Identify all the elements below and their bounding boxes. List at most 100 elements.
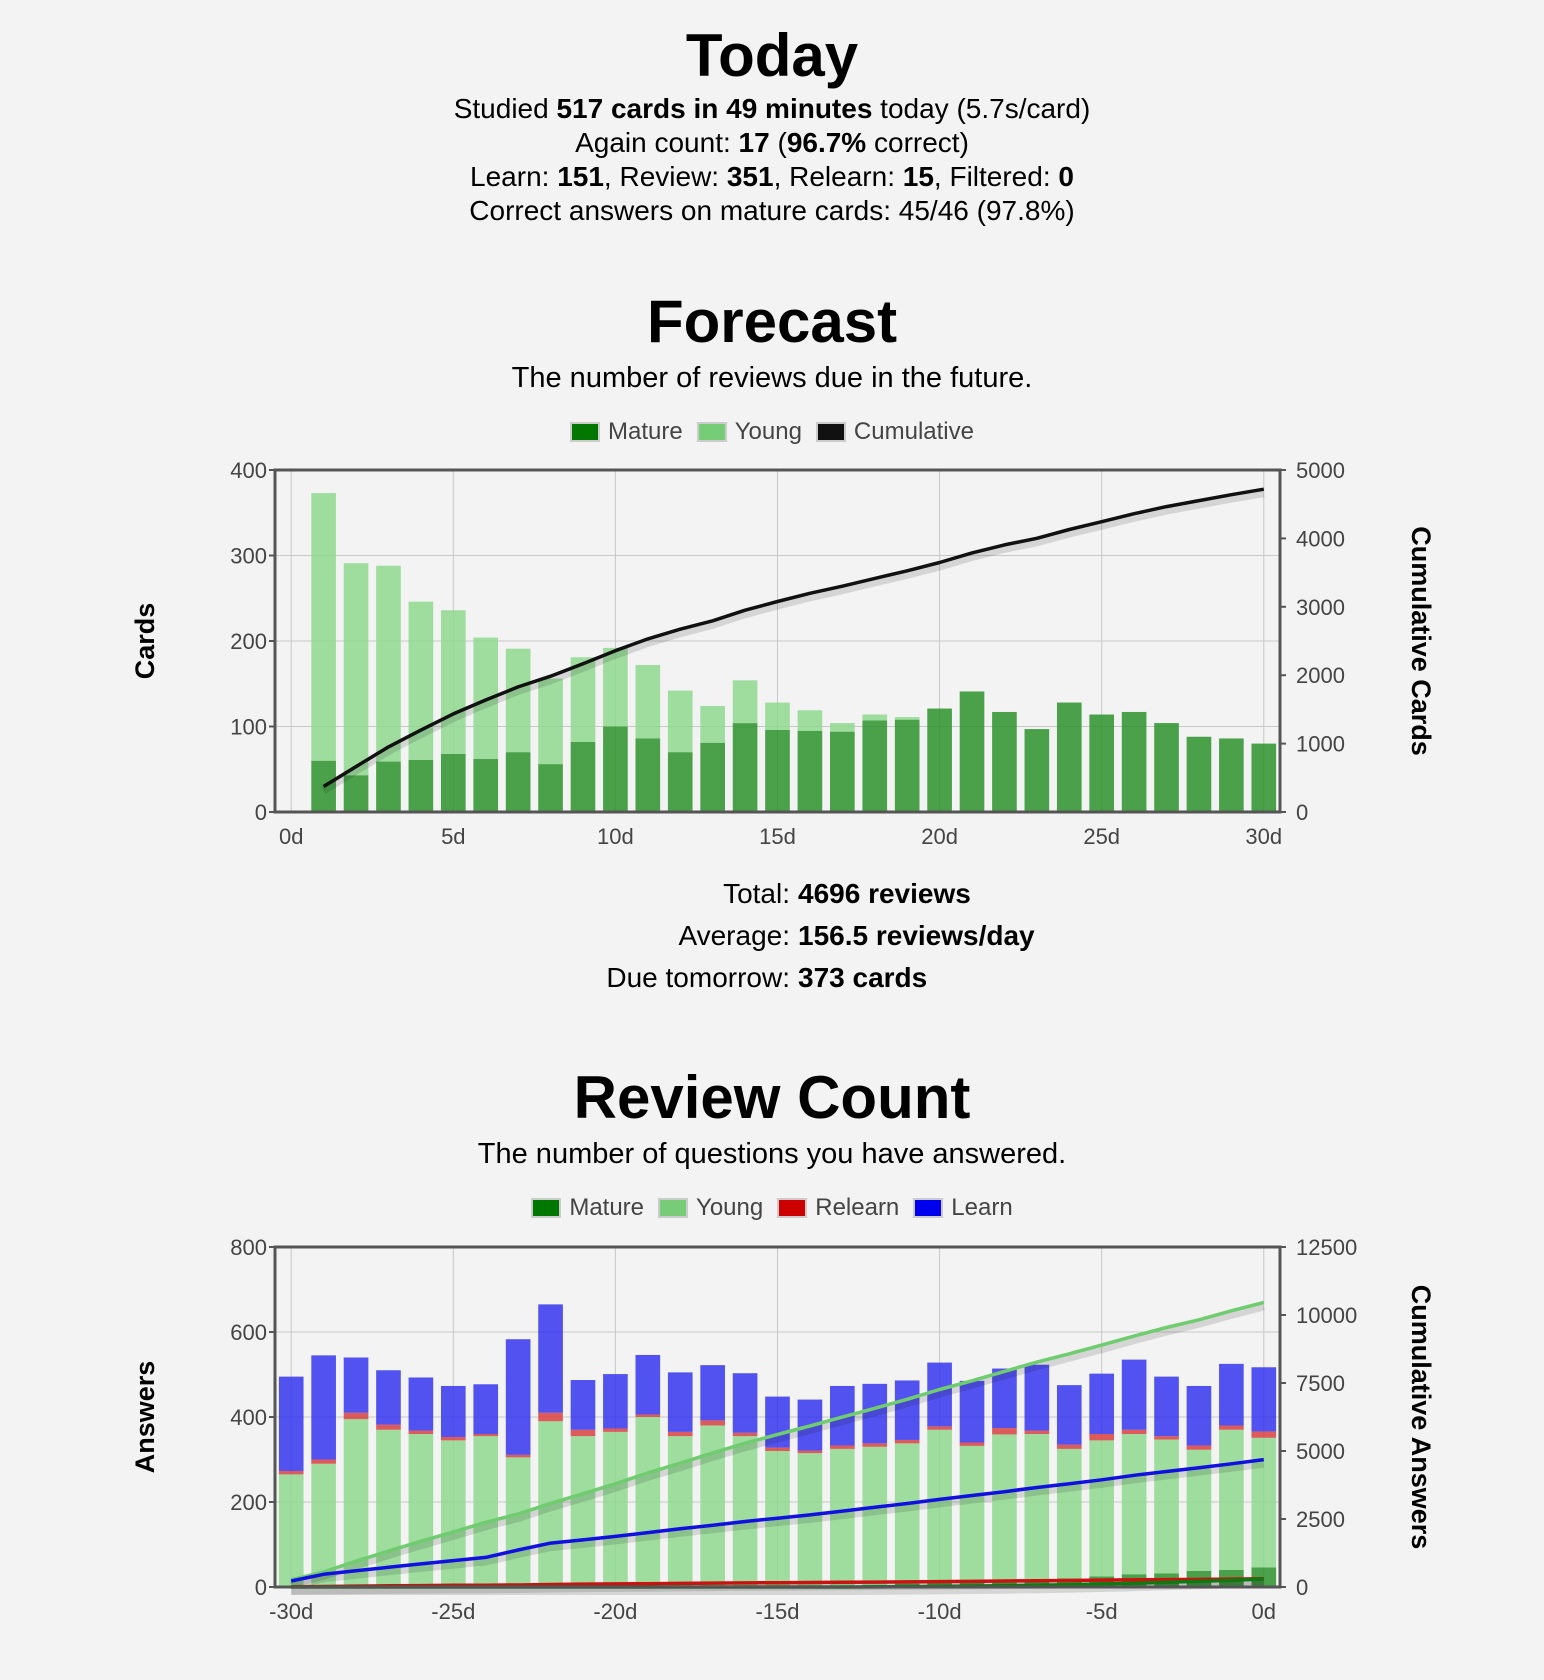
bar-learn	[1251, 1367, 1277, 1432]
studied-label: Studied	[453, 93, 557, 124]
y2-tick-label: 5000	[1296, 1439, 1345, 1464]
y-tick-label: 100	[230, 715, 267, 740]
bar-relearn	[667, 1431, 693, 1437]
again-value: 17	[738, 127, 770, 158]
y2-tick-label: 2500	[1296, 1507, 1345, 1532]
y2-tick-label: 12500	[1296, 1235, 1357, 1260]
forecast-legend-item[interactable]: Mature	[570, 418, 683, 446]
forecast-legend-swatch	[696, 422, 727, 442]
learn-value: 151	[557, 161, 604, 192]
x-tick-label: 15d	[759, 824, 796, 849]
bar-learn	[505, 1339, 531, 1455]
review-legend-swatch	[913, 1198, 944, 1218]
forecast-legend-item[interactable]: Young	[696, 418, 802, 446]
review-value: 351	[726, 161, 774, 192]
again-sep: (	[769, 127, 787, 158]
bar-mature	[700, 742, 725, 812]
bar-young	[830, 723, 855, 732]
bar-mature	[376, 761, 401, 812]
forecast-legend-label: Young	[734, 418, 802, 445]
bar-young	[278, 1474, 304, 1587]
bar-young	[570, 657, 596, 742]
review-count-header: Review Count The number of questions you…	[0, 1068, 1544, 1171]
forecast-stat-label: Average:	[678, 920, 790, 951]
bar-relearn	[1186, 1445, 1212, 1450]
bar-mature	[765, 729, 790, 812]
bar-young	[1121, 1434, 1147, 1575]
bar-learn	[667, 1372, 693, 1432]
bar-learn	[1024, 1364, 1050, 1431]
bar-learn	[343, 1357, 369, 1413]
review-legend-swatch	[531, 1198, 562, 1218]
bar-learn	[1089, 1373, 1115, 1434]
bar-learn	[473, 1384, 499, 1434]
forecast-title: Forecast	[646, 288, 898, 355]
review-label: , Review:	[603, 161, 727, 192]
line-cumulative	[322, 487, 1265, 788]
today-title: Today	[685, 22, 859, 89]
bar-relearn	[311, 1459, 336, 1464]
bar-mature	[732, 723, 758, 812]
bar-mature	[992, 711, 1017, 812]
line-learn	[290, 1457, 1265, 1583]
bar-young	[894, 717, 920, 720]
bar-learn	[1121, 1359, 1147, 1430]
bar-learn	[700, 1365, 725, 1421]
y2-tick-label: 3000	[1296, 595, 1345, 620]
bar-young	[1219, 1429, 1244, 1570]
review-legend-label: Mature	[569, 1194, 645, 1221]
bar-young	[311, 1463, 336, 1587]
review-legend-item[interactable]: Young	[658, 1194, 763, 1222]
bar-mature	[635, 738, 661, 812]
bar-young	[603, 647, 628, 727]
bar-young	[473, 1436, 499, 1587]
bar-learn	[927, 1362, 952, 1427]
bar-relearn	[1056, 1444, 1082, 1449]
bar-mature	[570, 741, 596, 812]
review-legend-label: Relearn	[815, 1194, 900, 1221]
bar-learn	[440, 1385, 466, 1437]
bar-young	[862, 1446, 888, 1585]
bar-young	[376, 565, 401, 762]
y2-tick-label: 2000	[1296, 663, 1345, 688]
bar-young	[862, 714, 888, 721]
review-legend-item[interactable]: Mature	[531, 1194, 644, 1222]
bar-young	[505, 1457, 531, 1587]
review-legend-item[interactable]: Learn	[913, 1194, 1013, 1222]
bar-relearn	[440, 1436, 466, 1441]
bar-mature	[862, 720, 888, 812]
y2-tick-label: 1000	[1296, 732, 1345, 757]
y-tick-label: 600	[230, 1320, 267, 1345]
bar-learn	[376, 1370, 401, 1425]
review-legend-swatch	[658, 1198, 689, 1218]
y-tick-label: 200	[230, 629, 267, 654]
bar-mature	[505, 752, 531, 812]
bar-young	[1089, 1440, 1115, 1577]
bar-young	[440, 610, 466, 754]
line-young	[290, 1300, 1265, 1582]
y2-tick-label: 5000	[1296, 458, 1345, 483]
today-studied-line: Studied 517 cards in 49 minutes today (5…	[0, 92, 1544, 126]
bar-relearn	[1251, 1431, 1277, 1438]
bar-relearn	[538, 1412, 563, 1422]
y-tick-label: 0	[255, 800, 267, 825]
x-tick-label: 30d	[1245, 824, 1282, 849]
bar-young	[1056, 1448, 1082, 1579]
bar-learn	[992, 1368, 1017, 1429]
bar-relearn	[959, 1442, 985, 1446]
x-tick-label: 0d	[279, 824, 303, 849]
x-tick-label: -25d	[431, 1599, 475, 1624]
y-tick-label: 0	[255, 1575, 267, 1600]
again-label: Again count:	[575, 127, 739, 158]
bar-young	[667, 690, 693, 753]
bar-young	[1154, 1439, 1179, 1574]
bar-mature	[1089, 714, 1115, 812]
review-legend-item[interactable]: Relearn	[777, 1194, 899, 1222]
y2-tick-label: 0	[1296, 1575, 1308, 1600]
bar-mature	[473, 758, 499, 812]
bar-young	[830, 1448, 855, 1587]
forecast-legend-item[interactable]: Cumulative	[815, 418, 974, 446]
x-tick-label: -15d	[755, 1599, 799, 1624]
filtered-value: 0	[1058, 161, 1074, 192]
